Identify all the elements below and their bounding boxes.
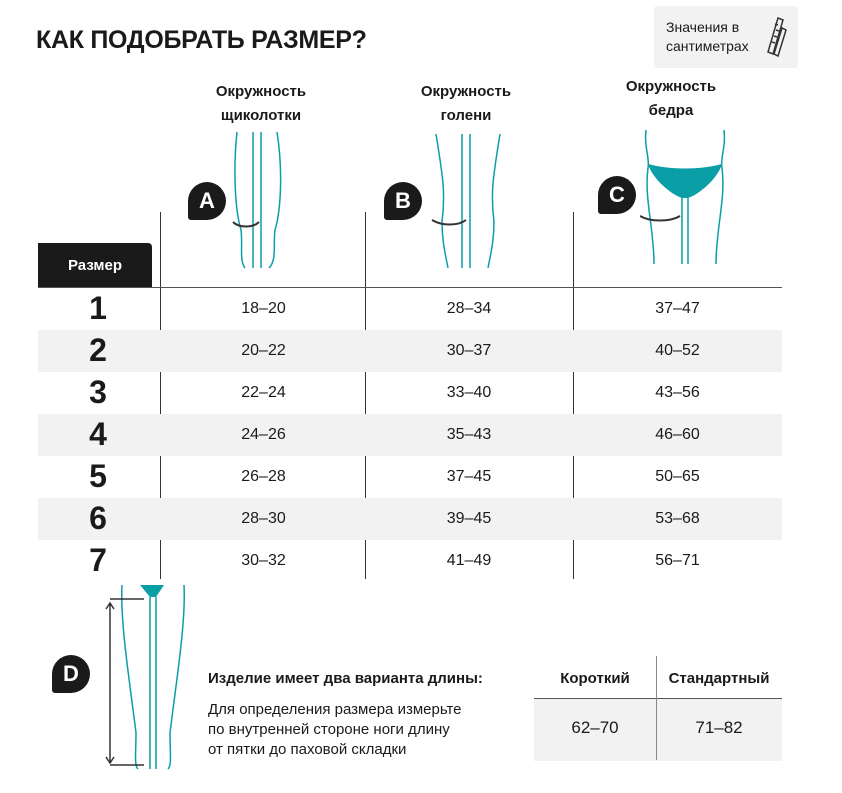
table-row: 5 26–28 37–45 50–65: [38, 456, 782, 498]
measurement-cell-b: 35–43: [446, 426, 492, 443]
measurement-cell-c: 40–52: [655, 342, 700, 359]
measurement-cell-c: 56–71: [655, 552, 700, 569]
header-divider: [38, 287, 782, 288]
ankle-legs-illustration: [232, 131, 282, 269]
badge-d: D: [52, 655, 90, 693]
measurement-cell-a: 24–26: [241, 426, 286, 443]
column-divider: [365, 212, 366, 579]
measurement-cell-c: 50–65: [655, 468, 700, 485]
measurement-cell-b: 41–49: [446, 552, 492, 569]
size-cell: 7: [89, 542, 107, 578]
table-row: 3 22–24 33–40 43–56: [38, 372, 782, 414]
measurement-cell-a: 28–30: [241, 510, 286, 527]
column-divider: [160, 212, 161, 579]
measurement-cell-b: 30–37: [446, 342, 492, 359]
shin-legs-illustration: [431, 133, 501, 269]
measurement-cell-b: 28–34: [446, 300, 492, 317]
standard-value: 71–82: [695, 718, 743, 737]
size-cell: 3: [89, 374, 107, 410]
column-header-thigh: Окружность бедра: [625, 78, 717, 119]
table-row: 6 28–30 39–45 53–68: [38, 498, 782, 540]
units-line2: сантиметрах: [666, 38, 749, 54]
column-header-shin: Окружность голени: [420, 83, 512, 124]
measurement-cell-a: 20–22: [241, 342, 286, 359]
column-divider: [573, 212, 574, 579]
measurement-cell-a: 26–28: [241, 468, 286, 485]
measurement-cell-c: 53–68: [655, 510, 700, 527]
short-value: 62–70: [571, 718, 619, 737]
measurement-cell-a: 18–20: [241, 300, 286, 317]
size-column-header: Размер: [38, 243, 152, 287]
badge-c: C: [598, 176, 636, 214]
measurement-cell-b: 39–45: [446, 510, 492, 527]
size-cell: 2: [89, 332, 107, 368]
table-row: 4 24–26 35–43 46–60: [38, 414, 782, 456]
measurement-cell-b: 33–40: [446, 384, 492, 401]
measurement-cell-a: 30–32: [241, 552, 286, 569]
size-cell: 5: [89, 458, 107, 494]
badge-a: A: [188, 182, 226, 220]
units-line1: Значения в: [666, 19, 740, 35]
size-cell: 4: [89, 416, 107, 452]
measurement-cell-b: 37–45: [446, 468, 492, 485]
column-header-ankle: Окружность щиколотки: [215, 83, 307, 124]
badge-b: B: [384, 182, 422, 220]
table-row: 1 18–20 28–34 37–47: [38, 288, 782, 330]
hip-illustration: [640, 129, 726, 265]
table-row: 7 30–32 41–49 56–71: [38, 540, 782, 582]
length-heading: Изделие имеет два варианта длины:: [208, 670, 483, 687]
measurement-cell-c: 37–47: [655, 300, 700, 317]
measurement-cell-c: 43–56: [655, 384, 700, 401]
table-row: 2 20–22 30–37 40–52: [38, 330, 782, 372]
leg-length-illustration: [105, 584, 186, 770]
short-header: Короткий: [560, 670, 630, 687]
length-table: Короткий Стандартный 62–70 71–82: [534, 656, 782, 761]
size-cell: 1: [89, 290, 107, 326]
units-note: Значения в сантиметрах: [654, 6, 798, 68]
measurement-cell-a: 22–24: [241, 384, 286, 401]
page-title: КАК ПОДОБРАТЬ РАЗМЕР?: [36, 26, 367, 54]
standard-header: Стандартный: [668, 670, 770, 687]
measuring-tape-icon: [767, 16, 787, 58]
measurement-cell-c: 46–60: [655, 426, 700, 443]
size-cell: 6: [89, 500, 107, 536]
length-description: Для определения размера измерьте по внут…: [208, 701, 462, 758]
